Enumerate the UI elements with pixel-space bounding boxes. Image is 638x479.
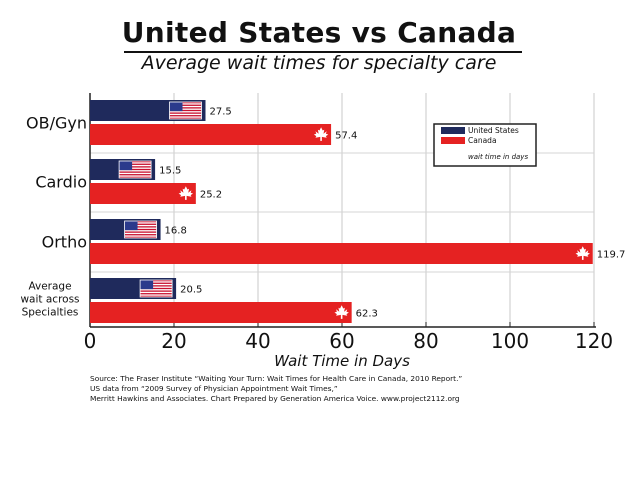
chart-title: United States vs Canada — [121, 16, 517, 49]
us-flag-icon — [139, 279, 173, 298]
legend-entry: Canada — [468, 136, 497, 145]
data-label: 25.2 — [200, 190, 222, 201]
legend-entry: United States — [468, 126, 519, 135]
data-label: 119.7 — [597, 250, 626, 261]
source-line-2: US data from “2009 Survey of Physician A… — [90, 384, 338, 393]
legend-swatch — [441, 137, 465, 144]
us-flag-icon — [118, 160, 152, 179]
bar-canada — [90, 183, 196, 204]
data-label: 16.8 — [165, 226, 187, 237]
category-label: OB/Gyn — [26, 114, 87, 133]
source-line-3: Merritt Hawkins and Associates. Chart Pr… — [90, 394, 460, 403]
us-flag-icon — [169, 101, 202, 120]
bar-canada — [90, 124, 332, 145]
category-label: Ortho — [42, 233, 87, 252]
x-tick-label: 40 — [245, 329, 270, 353]
category-label-line: Average — [28, 281, 71, 293]
maple-leaf-icon — [313, 127, 329, 141]
bar-canada — [90, 243, 593, 264]
category-label-line: wait across — [20, 294, 79, 306]
x-tick-label: 120 — [575, 329, 613, 353]
legend-note: wait time in days — [468, 153, 528, 161]
us-flag-icon — [124, 220, 157, 239]
bar-chart: 0 20 40 60 80 100 120 Wait Time in Days 27.5 57.4… — [20, 93, 626, 370]
x-tick-label: 20 — [161, 329, 186, 353]
bar-canada — [90, 302, 352, 323]
legend-swatch — [441, 127, 465, 134]
chart-subtitle: Average wait times for specialty care — [141, 52, 497, 74]
title-underline — [124, 51, 522, 53]
data-label: 62.3 — [356, 309, 378, 320]
source-note: Source: The Fraser Institute “Waiting Yo… — [90, 374, 620, 404]
x-tick-label: 60 — [329, 329, 354, 353]
data-label: 27.5 — [210, 107, 232, 118]
data-label: 57.4 — [335, 131, 357, 142]
x-tick-label: 80 — [413, 329, 438, 353]
category-label-line: Specialties — [22, 307, 79, 319]
maple-leaf-icon — [575, 246, 590, 260]
x-axis-label: Wait Time in Days — [274, 352, 410, 370]
x-tick-label: 0 — [84, 329, 97, 353]
x-tick-label: 100 — [491, 329, 529, 353]
category-label: Cardio — [35, 173, 87, 192]
source-line-1: Source: The Fraser Institute “Waiting Yo… — [90, 374, 463, 383]
data-label: 15.5 — [159, 166, 181, 177]
maple-leaf-icon — [178, 186, 194, 200]
maple-leaf-icon — [334, 305, 349, 319]
data-label: 20.5 — [180, 285, 202, 296]
